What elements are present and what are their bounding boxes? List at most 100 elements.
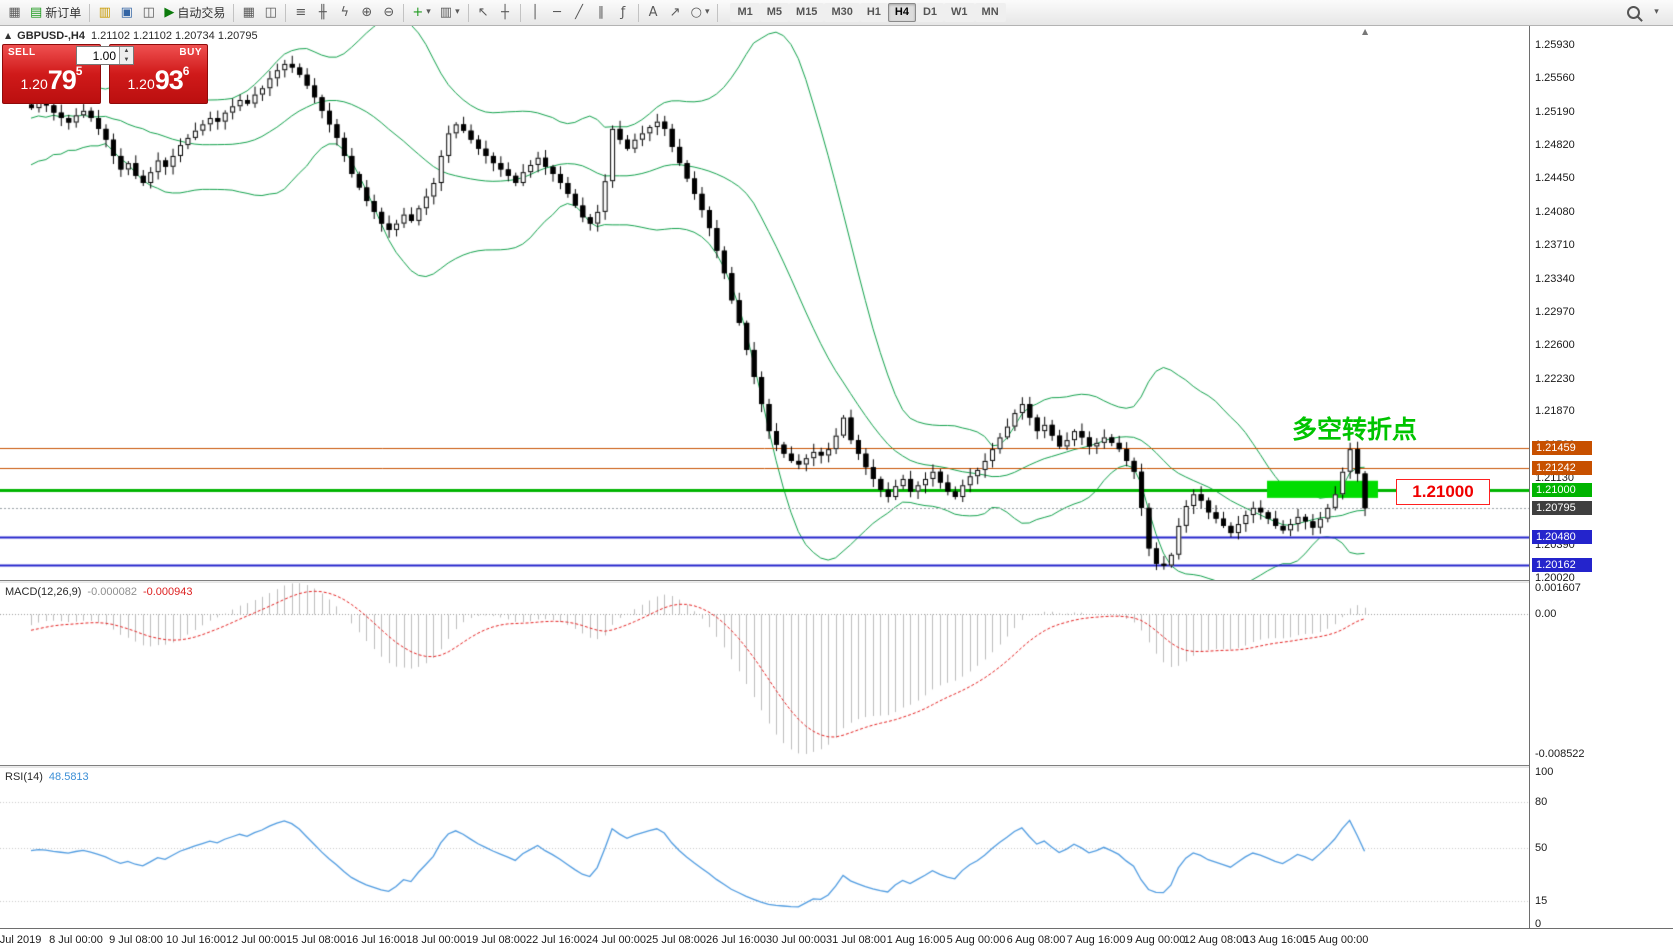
vertical-line-button[interactable]: │ [525, 2, 546, 23]
turning-point-annotation: 多空转折点 [1292, 416, 1418, 444]
main-price-chart[interactable] [0, 26, 1529, 580]
bar-chart-button[interactable]: ≡ [290, 2, 311, 23]
fibonacci-button[interactable]: ƒ [613, 2, 634, 23]
line-chart-icon: ϟ [340, 5, 350, 20]
collapse-panel-icon[interactable]: ▲ [5, 31, 12, 40]
panel-separator-macd[interactable] [0, 580, 1529, 583]
search-button[interactable] [1623, 2, 1644, 23]
trendline-button[interactable]: ╱ [569, 2, 590, 23]
volume-input[interactable]: 1.00 ▲ ▼ [76, 46, 134, 65]
volume-step-down[interactable]: ▼ [120, 55, 133, 64]
channel-button[interactable]: ∥ [591, 2, 612, 23]
profiles-button[interactable]: ▥ [94, 2, 115, 23]
zoom-in-button[interactable]: ⊕ [356, 2, 377, 23]
toolbar-separator [637, 3, 639, 22]
navigator-button[interactable]: ◫ [138, 2, 159, 23]
chart-window-icon: ▦ [8, 5, 21, 20]
sell-price-big: 79 [47, 65, 77, 95]
macd-indicator-panel[interactable] [0, 583, 1529, 765]
cursor-button[interactable]: ↖ [473, 2, 494, 23]
buy-button[interactable]: BUY 1.20936 [109, 44, 208, 104]
macd-header: MACD(12,26,9) -0.000082 -0.000943 [5, 586, 193, 598]
timeframe-button-w1[interactable]: W1 [944, 2, 975, 23]
rsi-axis-tick: 50 [1535, 842, 1548, 854]
timeframe-button-m30[interactable]: M30 [824, 2, 860, 23]
time-axis-label: 18 Jul 00:00 [406, 934, 466, 946]
buy-price-big: 93 [154, 65, 184, 95]
chevron-down-icon: ▾ [455, 7, 460, 17]
price-axis: 1.25930 1.25560 1.25190 1.24820 1.24450 1.240… [1529, 26, 1673, 930]
indicators-button[interactable]: + ▾ [408, 2, 434, 23]
timeframe-button-d1[interactable]: D1 [915, 2, 945, 23]
tile-horizontal-button[interactable]: ▦ [238, 2, 259, 23]
toolbar: ▦ ▤ 新订单 ▥ ▣ ◫ ▶ 自动交易 ▦ ◫ ≡ ╫ ϟ ⊕ ⊖ + ▾ ▥… [0, 0, 1673, 26]
zoom-out-icon: ⊖ [383, 5, 395, 20]
timeframe-button-m5[interactable]: M5 [759, 2, 790, 23]
time-axis-label: 7 Aug 16:00 [1066, 934, 1126, 946]
timeframe-button-mn[interactable]: MN [974, 2, 1006, 23]
price-axis-tick: 1.23710 [1535, 239, 1575, 252]
chevron-down-icon: ▾ [426, 7, 431, 17]
price-line-label: 1.21242 [1532, 460, 1592, 475]
crosshair-button[interactable]: ┼ [495, 2, 516, 23]
new-order-button[interactable]: ▤ 新订单 [26, 2, 85, 23]
price-axis-tick: 1.24080 [1535, 205, 1575, 218]
volume-value[interactable]: 1.00 [92, 49, 116, 63]
price-line-label: 1.21000 [1532, 482, 1592, 497]
time-axis-label: 12 Aug 08:00 [1183, 934, 1249, 946]
rsi-axis-tick: 15 [1535, 895, 1548, 908]
arrow-tool-button[interactable]: ↗ [665, 2, 686, 23]
chart-window-button[interactable]: ▦ [4, 2, 25, 23]
trendline-icon: ╱ [575, 5, 583, 20]
time-axis-label: 8 Jul 00:00 [49, 934, 103, 946]
volume-step-up[interactable]: ▲ [120, 47, 133, 56]
bar-chart-icon: ≡ [295, 5, 307, 20]
price-line-label: 1.21459 [1532, 441, 1592, 456]
timeframe-toolbar: M1 M5 M15 M30 H1 H4 D1 W1 MN [730, 2, 1006, 23]
price-axis-tick: 1.21870 [1535, 405, 1575, 418]
zoom-out-button[interactable]: ⊖ [378, 2, 399, 23]
timeframe-button-h1[interactable]: H1 [859, 2, 888, 23]
chevron-down-icon: ▾ [704, 7, 710, 17]
sell-price-sup: 5 [75, 64, 83, 78]
panel-separator-rsi[interactable] [0, 765, 1529, 768]
time-axis-label: 10 Jul 16:00 [166, 934, 226, 946]
zoom-in-icon: ⊕ [361, 5, 373, 20]
macd-value: -0.000082 [87, 586, 137, 598]
market-watch-button[interactable]: ▣ [116, 2, 137, 23]
time-axis-label: 16 Jul 16:00 [346, 934, 406, 946]
price-line-label: 1.20162 [1532, 558, 1592, 573]
autotrading-button[interactable]: ▶ 自动交易 [160, 2, 229, 23]
toolbar-separator [519, 3, 521, 22]
search-icon [1627, 6, 1640, 19]
price-axis-tick: 1.23340 [1535, 272, 1575, 285]
autotrading-play-icon: ▶ [164, 5, 175, 20]
tile-vertical-button[interactable]: ◫ [260, 2, 281, 23]
more-tools-button[interactable]: ▾ [1646, 2, 1667, 23]
timeframe-button-m15[interactable]: M15 [789, 2, 825, 23]
horizontal-line-button[interactable]: ─ [547, 2, 568, 23]
price-line-label: 1.20795 [1532, 501, 1592, 516]
candlestick-icon: ╫ [318, 5, 327, 20]
timeframe-button-h4[interactable]: H4 [887, 2, 916, 23]
time-axis-label: 15 Jul 08:00 [286, 934, 346, 946]
buy-label: BUY [179, 47, 202, 58]
text-tool-button[interactable]: A [643, 2, 664, 23]
shapes-button[interactable]: ○ ▾ [687, 2, 714, 23]
price-axis-tick: 1.25560 [1535, 72, 1575, 85]
one-click-trading-panel: SELL 1.20795 BUY 1.20936 1.00 ▲ ▼ [2, 44, 208, 104]
sell-button[interactable]: SELL 1.20795 [2, 44, 101, 104]
price-axis-tick: 1.22230 [1535, 372, 1575, 385]
price-axis-tick: 1.24450 [1535, 172, 1575, 185]
candlestick-button[interactable]: ╫ [312, 2, 333, 23]
chart-info-bar: ▲ GBPUSD-,H4 1.21102 1.21102 1.20734 1.2… [5, 30, 258, 42]
market-watch-icon: ▣ [120, 5, 133, 20]
sell-price: 1.20795 [3, 64, 100, 96]
fibonacci-icon: ƒ [620, 5, 626, 20]
templates-button[interactable]: ▥ ▾ [436, 2, 464, 23]
rsi-indicator-panel[interactable] [0, 768, 1529, 928]
price-axis-tick: 1.22600 [1535, 339, 1575, 352]
line-chart-button[interactable]: ϟ [334, 2, 355, 23]
timeframe-button-m1[interactable]: M1 [730, 2, 760, 23]
